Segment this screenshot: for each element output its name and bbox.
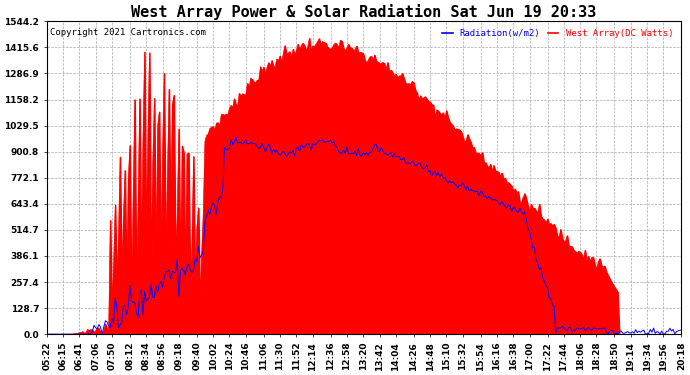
Text: Copyright 2021 Cartronics.com: Copyright 2021 Cartronics.com xyxy=(50,28,206,37)
Legend: Radiation(w/m2), West Array(DC Watts): Radiation(w/m2), West Array(DC Watts) xyxy=(438,26,677,42)
Title: West Array Power & Solar Radiation Sat Jun 19 20:33: West Array Power & Solar Radiation Sat J… xyxy=(131,4,597,20)
